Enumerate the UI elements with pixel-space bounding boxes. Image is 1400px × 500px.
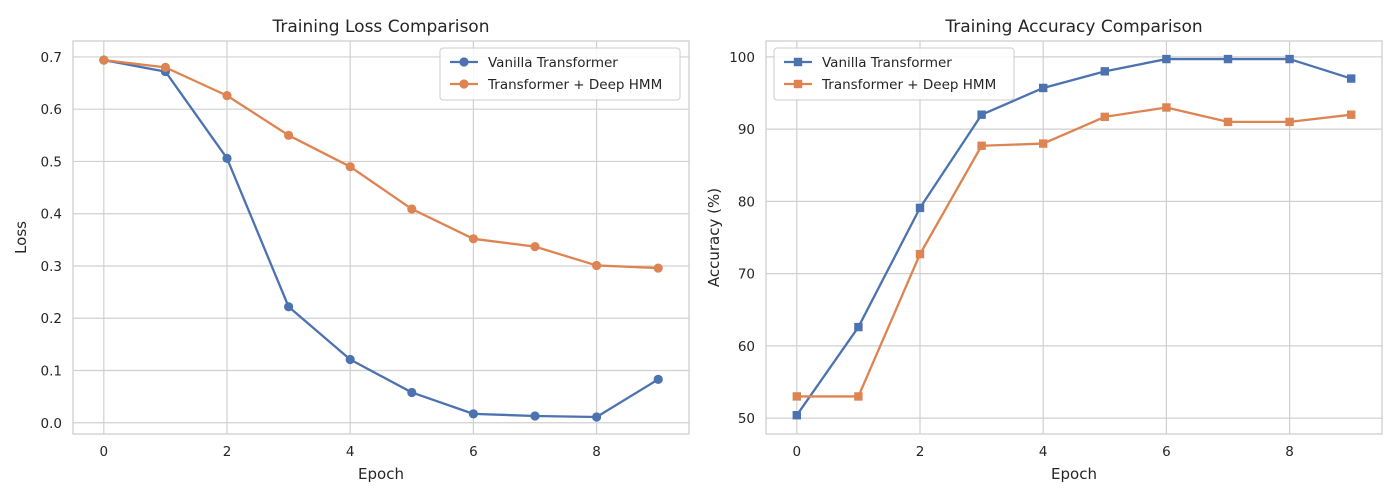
loss-chart-title: Training Loss Comparison	[272, 17, 490, 37]
accuracy-series-1-point	[1100, 67, 1109, 76]
loss-series-2-point	[345, 162, 355, 172]
accuracy-series-2-point	[792, 392, 801, 401]
accuracy-chart-panel: 0 2 4 6 8 50 60 70 80 90 100 Training Accuracy Com…	[705, 17, 1383, 483]
accuracy-series-2-point	[1162, 103, 1171, 112]
loss-series-1-point	[284, 302, 294, 312]
loss-y-tick-label: 0.5	[41, 154, 62, 170]
accuracy-series-1-point	[1039, 83, 1048, 93]
loss-x-tick-label: 6	[469, 444, 478, 460]
accuracy-y-tick-label: 50	[738, 411, 755, 427]
loss-y-axis-label: Loss	[12, 221, 30, 254]
loss-series-line-2	[102, 58, 660, 270]
loss-legend: Vanilla Transformer Transformer + Deep HM…	[439, 47, 681, 101]
loss-series-2-point	[653, 263, 663, 273]
loss-y-tick-label: 0.3	[41, 259, 62, 275]
loss-x-axis-label: Epoch	[358, 465, 404, 483]
loss-chart-panel: 0 2 4 6 8 0.0 0.1 0.2 0.3 0.4 0.5 0.6 0.7 Training L…	[12, 17, 690, 483]
loss-x-tick-label: 8	[592, 444, 601, 460]
loss-series-1-point	[407, 387, 417, 398]
accuracy-y-tick-label: 80	[738, 194, 755, 210]
loss-series-2-point	[222, 91, 232, 101]
accuracy-y-tick-label: 90	[738, 122, 755, 138]
accuracy-series-2-point	[854, 392, 863, 401]
accuracy-series-1-point	[854, 322, 863, 332]
accuracy-y-tick-label: 60	[738, 339, 755, 355]
loss-y-tick-label: 0.6	[41, 102, 62, 118]
accuracy-series-1-point	[1285, 54, 1294, 64]
loss-series-1-point	[345, 354, 355, 365]
accuracy-series-2-point	[1223, 117, 1233, 127]
loss-x-tick-label: 4	[346, 444, 355, 460]
loss-series-2-point	[592, 260, 602, 271]
accuracy-x-tick-label: 0	[793, 444, 802, 460]
accuracy-series-2-point	[1100, 112, 1109, 122]
loss-series-1-point	[530, 411, 540, 421]
accuracy-x-tick-label: 4	[1039, 444, 1048, 460]
loss-series-1-point	[468, 409, 478, 419]
loss-legend-swatch-marker	[459, 79, 469, 89]
loss-legend-label: Transformer + Deep HMM	[487, 77, 662, 93]
loss-series-2-point	[284, 130, 294, 140]
accuracy-y-tick-label: 70	[738, 267, 755, 283]
accuracy-legend-swatch-marker	[793, 57, 803, 67]
loss-x-tick-label: 0	[100, 444, 109, 460]
accuracy-series-line-2	[795, 106, 1353, 398]
accuracy-legend-swatch-marker	[793, 79, 803, 89]
accuracy-x-axis-label: Epoch	[1051, 465, 1097, 483]
loss-series-line-1	[102, 58, 660, 419]
accuracy-series-2-point	[1347, 110, 1356, 119]
loss-x-tick-label: 2	[223, 444, 232, 460]
loss-series-1-point	[653, 374, 663, 384]
loss-series-2-point	[468, 234, 478, 244]
accuracy-series-1-point	[915, 203, 925, 213]
loss-series-2-point	[160, 62, 170, 72]
loss-y-tick-label: 0.0	[41, 416, 62, 432]
accuracy-series-1-point	[977, 110, 986, 119]
accuracy-x-tick-label: 6	[1162, 444, 1171, 460]
loss-y-tick-label: 0.7	[41, 50, 62, 66]
accuracy-series-2-point	[1039, 139, 1048, 148]
accuracy-series-2-point	[1285, 117, 1294, 127]
accuracy-series-1-point	[1223, 54, 1233, 64]
accuracy-y-tick-label: 100	[729, 50, 755, 66]
accuracy-series-1-point	[792, 411, 801, 420]
accuracy-series-2-point	[977, 141, 986, 150]
loss-series-2-point	[530, 242, 540, 252]
accuracy-legend-label: Transformer + Deep HMM	[821, 77, 996, 93]
accuracy-x-tick-label: 8	[1285, 444, 1294, 460]
loss-series-1-point	[222, 153, 232, 163]
accuracy-plot-frame	[765, 40, 1383, 435]
loss-series-2-point	[407, 204, 417, 214]
loss-plot-frame	[72, 40, 690, 435]
loss-y-tick-label: 0.2	[41, 311, 62, 327]
accuracy-chart-title: Training Accuracy Comparison	[944, 17, 1202, 37]
loss-y-tick-label: 0.4	[41, 207, 62, 223]
accuracy-legend-label: Vanilla Transformer	[822, 55, 952, 71]
accuracy-series-line-1	[795, 57, 1353, 417]
loss-y-tick-label: 0.1	[41, 364, 62, 380]
accuracy-series-2-point	[915, 249, 925, 259]
loss-legend-label: Vanilla Transformer	[488, 55, 618, 71]
accuracy-series-1-point	[1347, 74, 1356, 83]
accuracy-legend: Vanilla Transformer Transformer + Deep HM…	[773, 47, 1015, 101]
accuracy-series-1-point	[1162, 54, 1171, 64]
loss-legend-swatch-marker	[459, 57, 469, 67]
loss-series-2-point	[99, 55, 109, 65]
accuracy-x-tick-label: 2	[916, 444, 925, 460]
accuracy-y-axis-label: Accuracy (%)	[705, 188, 723, 287]
loss-series-1-point	[592, 412, 602, 422]
